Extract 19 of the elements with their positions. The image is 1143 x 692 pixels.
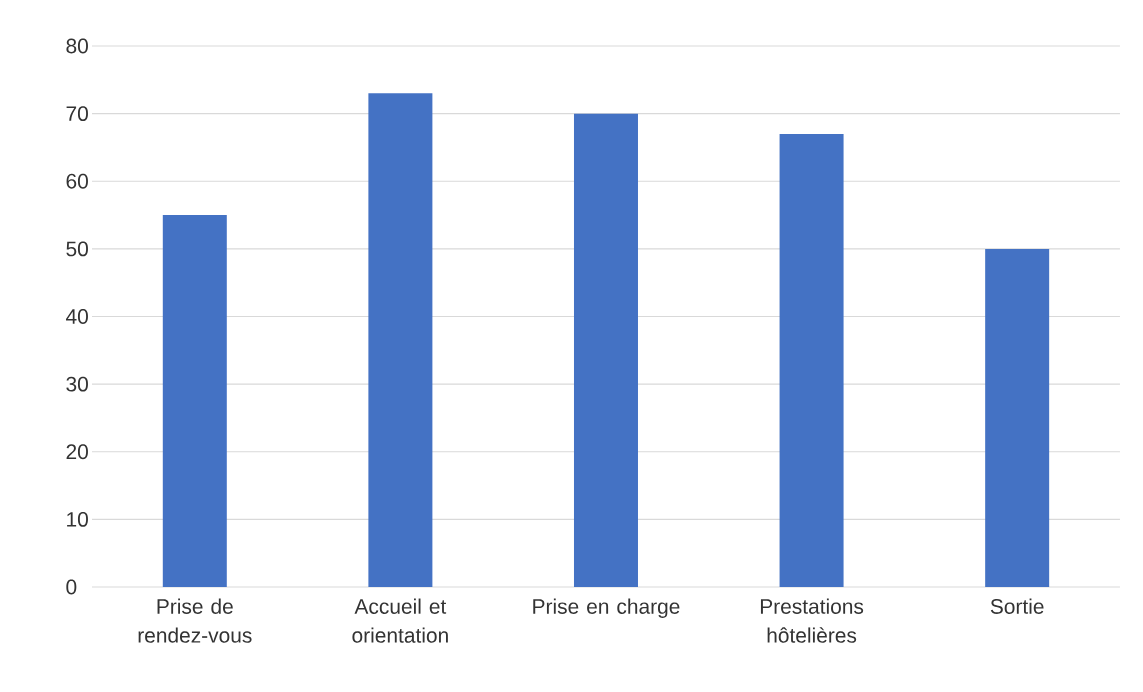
y-tick-label: 70 [66,106,88,122]
y-tick-label: 20 [66,444,88,460]
x-tick-label: Sortie [990,598,1044,614]
bar [573,113,638,587]
y-tick-label: 30 [66,376,88,392]
y-tick-label: 0 [66,579,77,595]
y-tick-label: 50 [66,241,88,257]
bar [779,133,844,587]
x-tick-label: Prise de rendez-vous [138,598,252,643]
y-tick-label: 10 [67,511,88,527]
y-tick-label: 40 [66,309,88,324]
bar [985,248,1050,587]
bar [368,93,433,587]
y-tick-label: 60 [66,173,88,189]
bar [162,215,227,587]
x-tick-label: Prestations hôtelières [760,598,864,643]
x-tick-label: Accueil et orientation [352,598,448,643]
x-tick-label: Prise en charge [533,598,680,619]
y-tick-label: 80 [66,38,88,54]
